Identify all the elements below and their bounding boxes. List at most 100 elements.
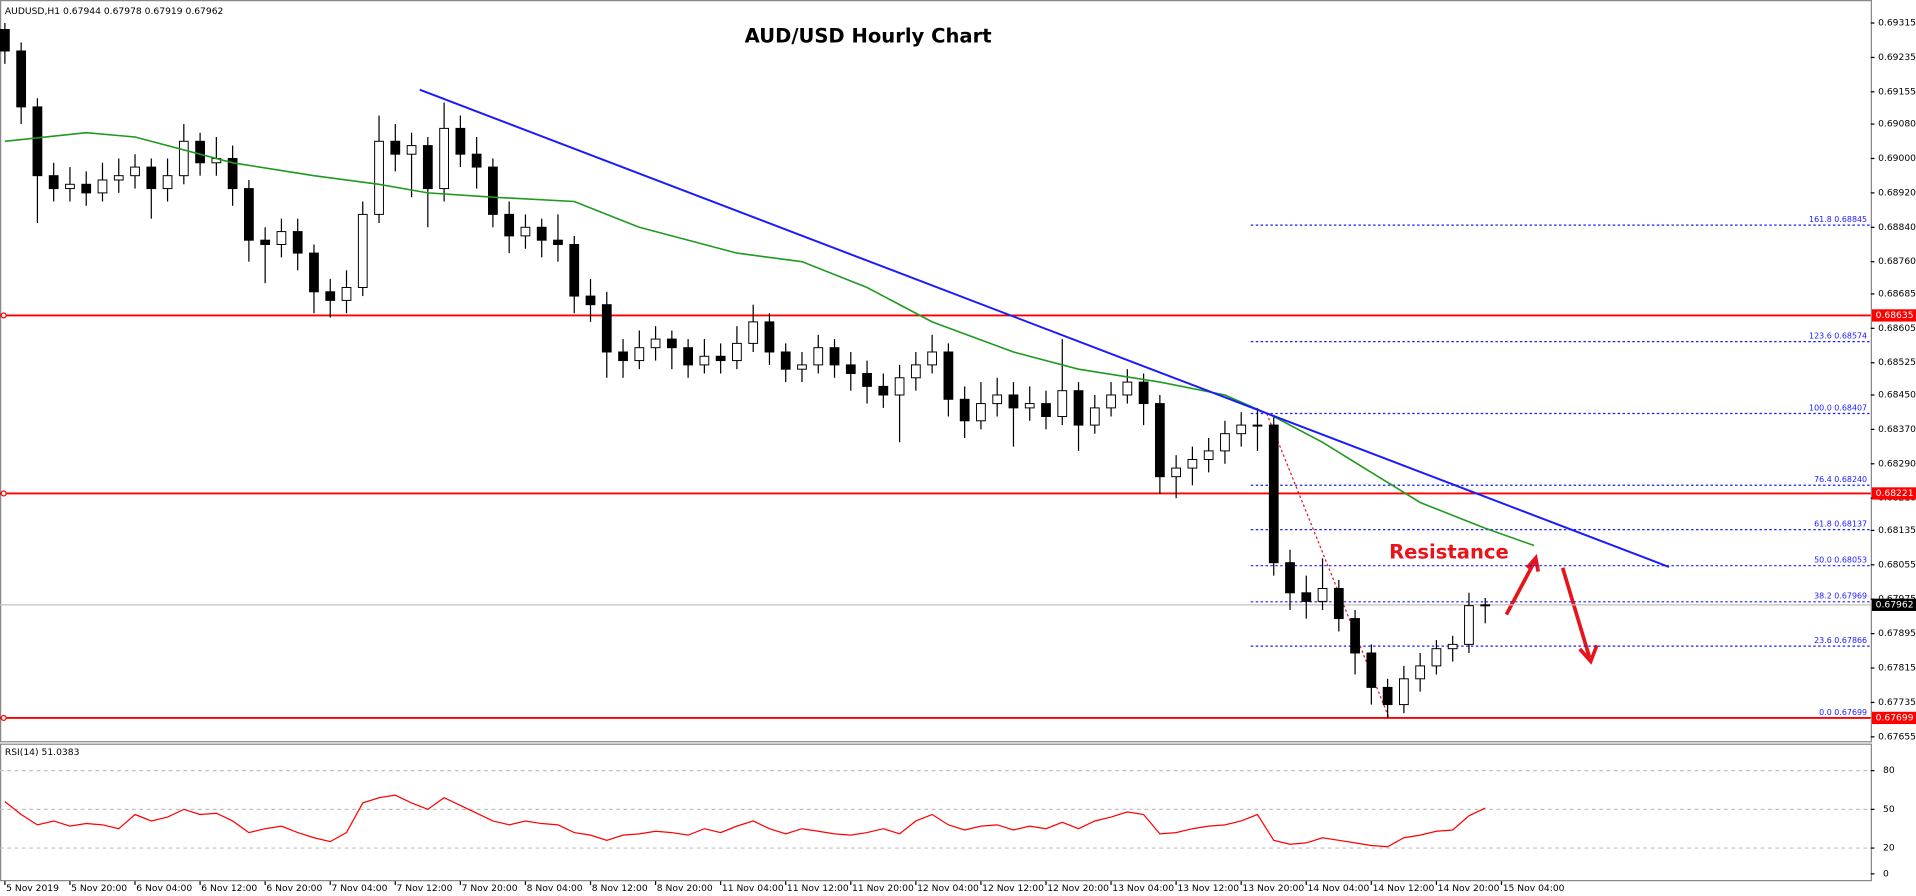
candle-body [276,231,287,245]
y-tick-label: 0.68920 [1878,187,1916,198]
candle-body [244,188,254,241]
candle-body [748,321,759,344]
fib-ratio: 0.0 [1819,707,1832,716]
fib-label: 23.6 0.67866 [1814,635,1867,644]
candle-body [341,286,352,301]
candle-body [536,226,547,241]
level-handle [0,714,7,721]
candle-body [227,157,238,190]
x-tick-label: 13 Nov 20:00 [1242,883,1304,894]
candle-body [943,351,954,400]
candle-body [1415,665,1426,680]
x-tick-label: 12 Nov 04:00 [917,883,979,894]
candle-body [1366,652,1377,688]
x-tick-label: 13 Nov 12:00 [1177,883,1239,894]
candle-body [97,179,108,194]
x-tick-label: 6 Nov 04:00 [136,883,192,894]
candle-body [862,372,872,387]
fib-ratio: 50.0 [1814,555,1832,564]
candle-body [1171,467,1182,478]
candle-body [1122,381,1133,396]
rsi-tick-label: 0 [1883,868,1889,879]
candle-body [683,347,693,366]
quote-close: 0.67962 [185,6,223,17]
x-tick-label: 7 Nov 04:00 [331,883,387,894]
fib-price: 0.67969 [1834,591,1867,600]
x-tick-label: 11 Nov 04:00 [722,883,784,894]
candle-body [1252,424,1263,427]
x-tick-label: 5 Nov 20:00 [71,883,127,894]
fib-price: 0.68053 [1834,555,1867,564]
rsi-header: RSI(14) 51.0383 [5,747,80,758]
candle-body [1399,678,1409,706]
x-tick-label: 11 Nov 12:00 [787,883,849,894]
y-tick-label: 0.68760 [1878,256,1916,267]
candle-body [0,28,10,52]
quote-open: 0.67944 [63,6,101,17]
candle-body [422,145,433,190]
candle-body [455,127,466,155]
candle-body [1024,403,1035,409]
fib-ratio: 23.6 [1814,635,1832,644]
level-label: 0.67699 [1876,712,1914,723]
fib-label: 50.0 0.68053 [1814,555,1867,564]
y-tick-label: 0.69155 [1878,86,1916,97]
y-tick-label: 0.68135 [1878,525,1916,536]
candle-body [553,239,563,245]
candle-body [325,291,336,301]
candle-body [910,364,921,379]
candle-body [780,351,791,370]
y-tick-label: 0.69000 [1878,153,1916,164]
candle-body [195,140,205,164]
candle-body [146,166,157,190]
fib-label: 161.8 0.68845 [1809,214,1867,223]
candle-body [1285,562,1295,594]
fib-ratio: 76.4 [1814,475,1832,484]
fib-price: 0.68240 [1834,475,1867,484]
candle-body [650,338,661,349]
fib-label: 100.0 0.68407 [1809,403,1867,412]
level-handle [0,312,7,319]
x-tick-label: 6 Nov 20:00 [266,883,322,894]
candle-body [390,140,401,155]
candle-body [1301,592,1312,602]
x-tick-label: 13 Nov 04:00 [1112,883,1174,894]
fib-label: 76.4 0.68240 [1814,475,1867,484]
candle-body [1464,605,1474,645]
y-tick-label: 0.68290 [1878,458,1916,469]
arrow-head [1578,644,1599,665]
rsi-tick-label: 20 [1883,843,1895,854]
candle-body [927,351,938,366]
candle-body [699,355,710,366]
candle-body [130,166,140,177]
candle-body [829,347,840,366]
candle-body [1187,458,1198,469]
candle-body [634,347,645,362]
y-tick-label: 0.68370 [1878,424,1916,435]
x-tick-label: 7 Nov 20:00 [462,883,518,894]
candle-body [65,183,75,190]
level-box [1871,309,1916,322]
candle-body [666,338,677,349]
fib-price: 0.68845 [1834,214,1867,223]
x-tick-label: 14 Nov 04:00 [1308,883,1370,894]
fib-label: 123.6 0.68574 [1809,331,1867,340]
candle-body [32,106,43,177]
level-handle [0,490,7,497]
candle-body [1431,648,1442,667]
candle-body [471,153,482,168]
rsi-name: RSI(14) [5,747,39,758]
candle-body [845,364,856,374]
x-tick-label: 8 Nov 04:00 [527,883,583,894]
x-tick-label: 11 Nov 20:00 [852,883,914,894]
y-tick-label: 0.67895 [1878,628,1916,639]
fib-ratio: 123.6 [1809,331,1832,340]
quote-high: 0.67978 [104,6,142,17]
candle-body [1268,424,1279,564]
candle-body [439,127,449,190]
candle-body [374,140,384,215]
rsi-current: 51.0383 [42,747,80,758]
x-tick-label: 7 Nov 12:00 [397,883,453,894]
